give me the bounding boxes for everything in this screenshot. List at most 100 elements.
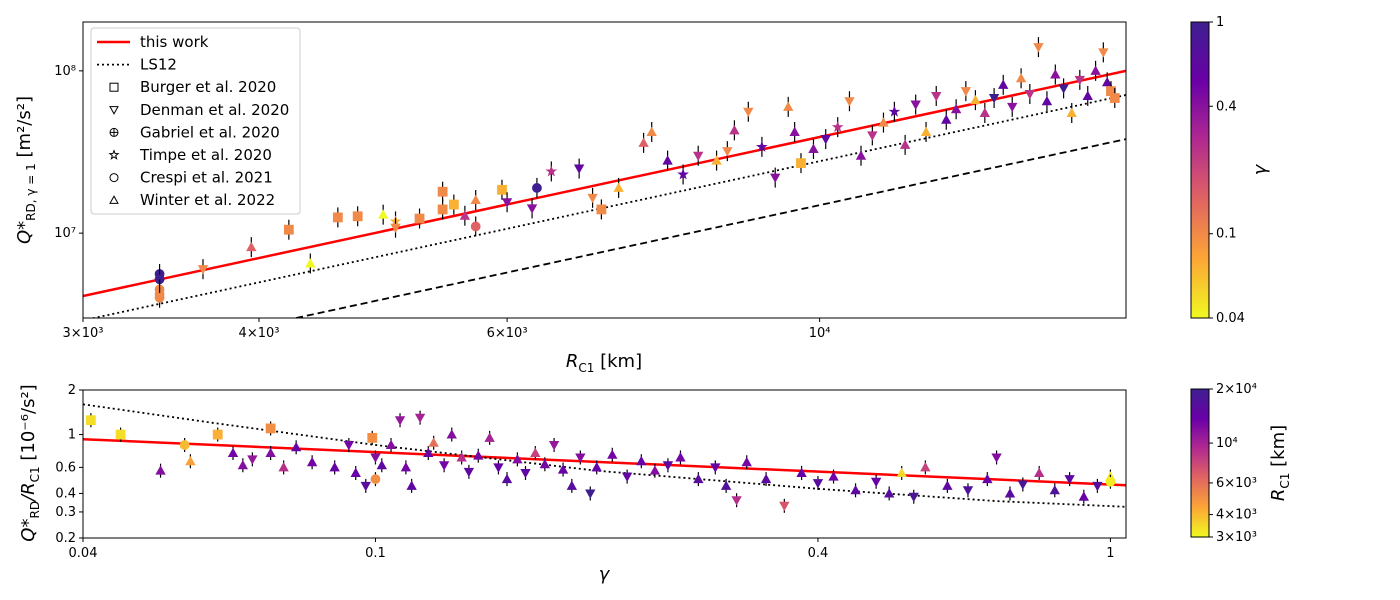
- bottom-data-point: [982, 473, 993, 484]
- bottom-data-point: [85, 415, 96, 426]
- top-data-point: [587, 193, 598, 204]
- top-data-point: [844, 97, 855, 107]
- bottom-x-tick-label: 0.04: [69, 546, 98, 561]
- gamma-colorbar-ticks: 1 0.4 0.1 0.04: [1209, 15, 1245, 326]
- bottom-data-point: [406, 480, 417, 490]
- radius-colorbar-tick-label: 6×10³: [1216, 476, 1257, 491]
- bottom-data-point: [179, 440, 190, 450]
- radius-colorbar-label: RC1 [km]: [1268, 425, 1292, 501]
- legend-label: Burger et al. 2020: [140, 78, 276, 96]
- bottom-data-point: [649, 465, 661, 475]
- bottom-data-point: [662, 461, 674, 471]
- bottom-data-point: [1004, 488, 1016, 498]
- top-data-point: [677, 168, 689, 180]
- bottom-line-this-work: [83, 437, 1126, 487]
- bottom-data-point: [493, 463, 504, 473]
- top-data-point: [1109, 93, 1120, 103]
- legend-item: Burger et al. 2020: [109, 78, 276, 96]
- bottom-data-point: [585, 489, 596, 499]
- bottom-data-point: [484, 432, 495, 442]
- bottom-data-point: [501, 473, 513, 484]
- bottom-data-point: [1064, 475, 1075, 485]
- top-data-point: [646, 126, 657, 136]
- top-data-point: [831, 121, 844, 133]
- top-data-point: [789, 126, 800, 136]
- bottom-data-point: [1078, 491, 1089, 501]
- top-data-point: [470, 194, 481, 205]
- top-data-point: [470, 221, 481, 232]
- bottom-data-point: [115, 429, 126, 440]
- radius-colorbar-bar: [1190, 388, 1210, 538]
- bottom-data-point: [607, 449, 618, 459]
- top-data-point: [970, 94, 981, 105]
- bottom-data-point: [991, 453, 1002, 463]
- top-data-point: [888, 105, 901, 117]
- top-data-point: [377, 209, 389, 219]
- bottom-data-point: [720, 480, 732, 490]
- top-data-point: [573, 164, 585, 174]
- top-data-point: [796, 158, 806, 169]
- top-data-point: [711, 155, 722, 165]
- legend: this work LS12 Burger et al. 2020 Denman et…: [90, 27, 301, 215]
- bottom-data-point: [779, 501, 790, 512]
- top-data-point: [1098, 48, 1109, 58]
- bottom-data-point: [796, 467, 807, 477]
- bottom-data-point: [896, 467, 907, 477]
- top-data-point: [931, 91, 942, 102]
- top-data-point: [437, 186, 448, 197]
- bottom-point-layer: [85, 410, 1116, 513]
- bottom-data-point: [423, 447, 434, 458]
- top-data-point: [820, 135, 831, 145]
- bottom-x-axis-label: γ: [599, 564, 611, 585]
- legend-marker-star: [108, 149, 120, 160]
- bottom-data-point: [850, 484, 861, 495]
- top-data-point: [545, 165, 558, 177]
- top-point-layer: [154, 37, 1120, 308]
- top-data-point: [1101, 76, 1113, 87]
- top-data-point: [1007, 102, 1018, 113]
- bottom-data-point: [693, 473, 704, 484]
- bottom-data-point: [636, 455, 647, 466]
- top-data-point: [693, 151, 704, 162]
- top-data-point: [390, 223, 401, 234]
- bottom-y-tick-label: 0.2: [55, 531, 76, 546]
- bottom-data-point: [741, 456, 752, 467]
- radius-colorbar-tick-label: 10⁴: [1216, 436, 1238, 451]
- top-data-point: [246, 241, 257, 252]
- top-data-point: [448, 199, 459, 210]
- top-data-point: [867, 131, 878, 141]
- top-data-point: [910, 100, 921, 110]
- bottom-x-tick-label: 0.4: [808, 546, 829, 561]
- top-data-point: [1058, 84, 1069, 94]
- top-data-point: [729, 125, 740, 135]
- legend-item: Denman et al. 2020: [109, 101, 289, 119]
- bottom-data-point: [367, 432, 378, 443]
- bottom-data-point: [908, 492, 919, 503]
- legend-label: Denman et al. 2020: [140, 101, 289, 119]
- gamma-colorbar-bar: [1190, 21, 1210, 319]
- bottom-data-point: [675, 452, 686, 462]
- top-data-point: [459, 210, 471, 220]
- bottom-data-point: [306, 456, 318, 467]
- legend-label: this work: [140, 33, 209, 51]
- bottom-data-point: [265, 423, 276, 434]
- legend-label: Crespi et al. 2021: [140, 169, 273, 187]
- top-data-point: [743, 107, 754, 118]
- bottom-y-tick-label: 0.6: [55, 460, 76, 475]
- top-data-point: [1082, 90, 1093, 100]
- legend-marker-triangle-down: [109, 106, 119, 115]
- bottom-data-point: [446, 429, 457, 439]
- bottom-data-point: [185, 455, 196, 466]
- top-data-point: [352, 211, 363, 222]
- bottom-data-point: [812, 479, 824, 489]
- bottom-data-point: [227, 447, 239, 458]
- top-data-point: [855, 150, 867, 160]
- bottom-data-point: [385, 439, 397, 449]
- bottom-line-layer: [83, 403, 1126, 508]
- top-data-point: [526, 204, 538, 214]
- top-data-point: [1050, 69, 1061, 79]
- radius-colorbar-tick-label: 3×10³: [1216, 530, 1257, 545]
- top-data-point: [770, 173, 781, 183]
- top-axes-frame: [82, 21, 1127, 319]
- bottom-data-point: [394, 416, 406, 426]
